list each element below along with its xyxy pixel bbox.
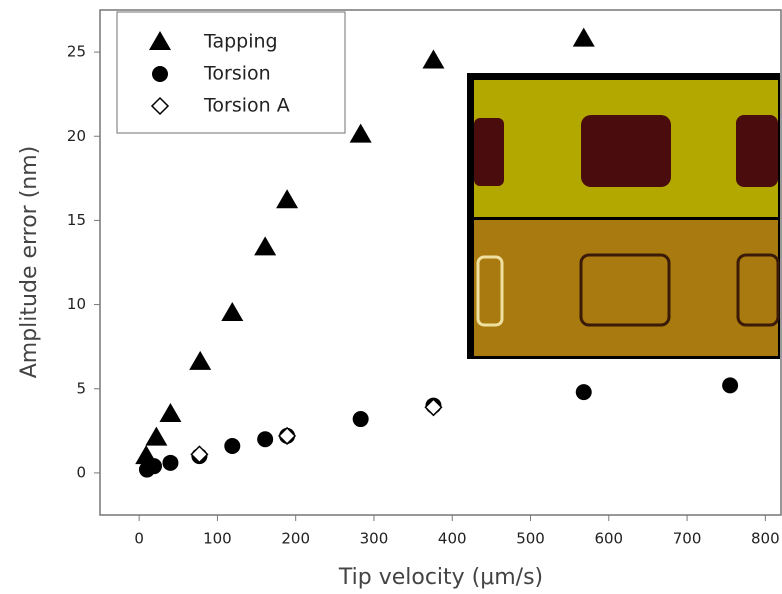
data-point — [576, 384, 592, 400]
x-tick-label: 700 — [673, 530, 702, 548]
data-point — [350, 124, 372, 143]
chart: Tip velocity (μm/s) Amplitude error (nm)… — [0, 0, 782, 594]
data-point — [145, 427, 167, 446]
data-point — [221, 302, 243, 321]
data-point — [146, 458, 162, 474]
x-tick-label: 400 — [438, 530, 467, 548]
data-point — [257, 431, 273, 447]
data-point — [162, 455, 178, 471]
data-point — [422, 50, 444, 69]
inset-feature — [581, 115, 671, 187]
data-point — [573, 28, 595, 47]
legend-label: Tapping — [203, 31, 278, 53]
x-tick-label: 300 — [360, 530, 389, 548]
data-point — [254, 236, 276, 255]
inset-bottom-panel — [474, 220, 778, 356]
x-tick-label: 0 — [134, 530, 144, 548]
data-point — [276, 189, 298, 208]
inset-feature — [474, 118, 504, 186]
x-tick-label: 500 — [516, 530, 545, 548]
inset-image — [467, 73, 780, 359]
x-axis-label: Tip velocity (μm/s) — [338, 565, 543, 590]
inset-feature — [736, 115, 778, 187]
y-axis-label: Amplitude error (nm) — [17, 146, 42, 379]
legend-label: Torsion A — [203, 95, 290, 117]
y-tick-label: 20 — [67, 127, 86, 145]
x-tick-label: 600 — [594, 530, 623, 548]
x-tick-label: 200 — [281, 530, 310, 548]
y-tick-label: 15 — [67, 211, 86, 229]
data-point — [224, 438, 240, 454]
data-point — [159, 403, 181, 422]
x-tick-label: 100 — [203, 530, 232, 548]
data-point — [722, 377, 738, 393]
legend-marker — [152, 66, 168, 82]
x-tick-label: 800 — [751, 530, 780, 548]
y-tick-label: 25 — [67, 43, 86, 61]
data-point — [189, 351, 211, 370]
y-tick-label: 10 — [67, 295, 86, 313]
data-point — [353, 411, 369, 427]
y-tick-label: 0 — [76, 463, 86, 481]
y-tick-label: 5 — [76, 379, 86, 397]
legend-label: Torsion — [203, 63, 271, 85]
